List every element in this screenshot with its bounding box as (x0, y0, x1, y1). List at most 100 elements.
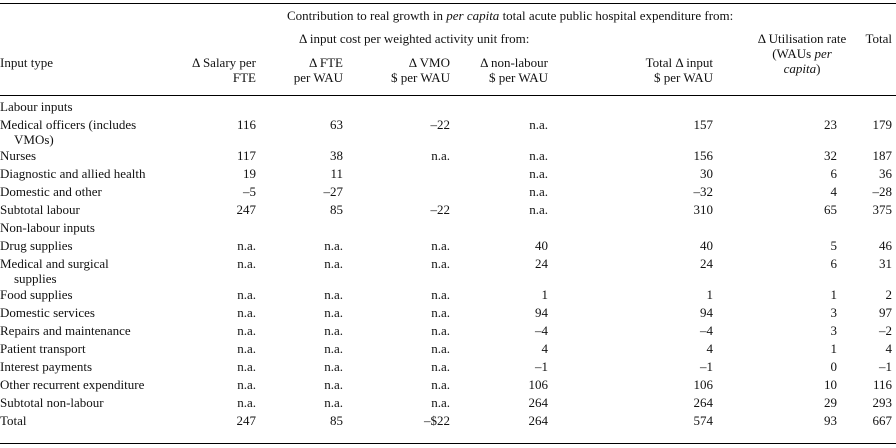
cell-salary: n.a. (237, 256, 256, 271)
sub-super-header: Δ input cost per weighted activity unit … (299, 31, 530, 46)
header-rule (0, 95, 896, 96)
super-header-prefix: Contribution to real growth in (287, 8, 447, 23)
cell-vmo: n.a. (431, 377, 450, 392)
cell-salary: n.a. (237, 377, 256, 392)
cell-utilisation: 65 (824, 202, 837, 217)
col-header-utilisation-l2-prefix: (WAUs (772, 46, 815, 61)
cell-salary: n.a. (237, 305, 256, 320)
super-header-suffix: total acute public hospital expenditure … (499, 8, 734, 23)
cell-utilisation: 6 (830, 166, 838, 181)
cell-nonlabour: n.a. (529, 117, 548, 132)
cell-vmo: n.a. (431, 287, 450, 302)
cell-nonlabour: 94 (535, 305, 548, 320)
cell-utilisation: 3 (830, 305, 838, 320)
cell-salary: n.a. (237, 359, 256, 374)
cell-total-input: 94 (700, 305, 713, 320)
cell-total: 667 (872, 413, 893, 428)
cell-vmo: –22 (430, 202, 451, 217)
cell-fte: n.a. (324, 238, 343, 253)
cell-total: 179 (872, 117, 893, 132)
cell-salary: n.a. (237, 395, 256, 410)
col-header-input-type: Input type (0, 55, 54, 70)
cell-total-input: 106 (693, 377, 714, 392)
col-header-salary-l2: FTE (232, 70, 256, 85)
cell-utilisation: 93 (824, 413, 837, 428)
cell-total: 31 (879, 256, 892, 271)
cell-salary: n.a. (237, 341, 256, 356)
row-label: Diagnostic and allied health (0, 166, 146, 181)
cell-fte: n.a. (324, 323, 343, 338)
cell-total-input: 574 (693, 413, 714, 428)
row-label: Subtotal non-labour (0, 395, 104, 410)
cell-total-input: 156 (693, 148, 714, 163)
cell-nonlabour: –1 (535, 359, 548, 374)
cell-vmo: n.a. (431, 238, 450, 253)
cell-vmo: –22 (430, 117, 451, 132)
top-rule (0, 3, 896, 4)
col-header-vmo-l1: Δ VMO (408, 55, 450, 70)
row-label-continued: VMOs) (14, 132, 54, 147)
cell-total: 293 (872, 395, 893, 410)
cell-salary: 19 (243, 166, 256, 181)
row-label: Domestic services (0, 305, 95, 320)
cell-total: –2 (879, 323, 892, 338)
cell-nonlabour: 106 (528, 377, 549, 392)
row-label-continued: supplies (14, 271, 57, 286)
col-header-total-input: Total Δ input $ per WAU (646, 55, 713, 85)
cell-fte: n.a. (324, 341, 343, 356)
col-header-utilisation-l1: Δ Utilisation rate (757, 31, 847, 46)
col-header-utilisation: Δ Utilisation rate (WAUs per capita) (740, 31, 864, 76)
col-header-utilisation-l2-italic: per (814, 46, 832, 61)
cell-vmo: n.a. (431, 395, 450, 410)
col-header-nonlabour: Δ non-labour $ per WAU (480, 55, 548, 85)
cell-fte: n.a. (324, 256, 343, 271)
col-header-total: Total (865, 31, 892, 46)
cell-salary: n.a. (237, 238, 256, 253)
cell-utilisation: 5 (830, 238, 838, 253)
cell-total-input: –32 (693, 184, 714, 199)
cell-total-input: 4 (706, 341, 714, 356)
cell-nonlabour: 264 (528, 395, 549, 410)
cell-fte: n.a. (324, 287, 343, 302)
cell-utilisation: 1 (830, 341, 838, 356)
cell-salary: 116 (236, 117, 256, 132)
cell-fte: n.a. (324, 359, 343, 374)
cell-vmo: n.a. (431, 359, 450, 374)
col-header-salary: Δ Salary per FTE (192, 55, 256, 85)
cell-total: 375 (872, 202, 893, 217)
cell-nonlabour: 1 (541, 287, 549, 302)
cell-total-input: 30 (700, 166, 713, 181)
row-label: Repairs and maintenance (0, 323, 131, 338)
row-label: Interest payments (0, 359, 93, 374)
row-label: Medical and surgical (0, 256, 109, 271)
cell-nonlabour: 264 (528, 413, 549, 428)
cell-total-input: –1 (700, 359, 713, 374)
row-label: Total (0, 413, 27, 428)
section-label: Labour inputs (0, 99, 73, 114)
cell-total-input: 1 (706, 287, 714, 302)
col-header-fte: Δ FTE per WAU (294, 55, 343, 85)
cell-total: 2 (885, 287, 893, 302)
cell-vmo: n.a. (431, 341, 450, 356)
cell-nonlabour: n.a. (529, 202, 548, 217)
cell-total-input: 310 (693, 202, 714, 217)
section-label: Non-labour inputs (0, 220, 95, 235)
cell-salary: n.a. (237, 287, 256, 302)
cell-utilisation: 32 (824, 148, 837, 163)
cell-nonlabour: n.a. (529, 148, 548, 163)
col-header-salary-l1: Δ Salary per (192, 55, 256, 70)
cell-total-input: 264 (693, 395, 714, 410)
cell-nonlabour: n.a. (529, 166, 548, 181)
cell-salary: 247 (236, 202, 257, 217)
cell-utilisation: 3 (830, 323, 838, 338)
col-header-fte-l2: per WAU (293, 70, 343, 85)
cell-nonlabour: 4 (541, 341, 549, 356)
cell-fte: 85 (330, 413, 343, 428)
cell-nonlabour: 24 (535, 256, 548, 271)
col-header-total-input-l2: $ per WAU (654, 70, 713, 85)
cell-utilisation: 4 (830, 184, 838, 199)
cell-vmo: n.a. (431, 323, 450, 338)
cell-total-input: –4 (700, 323, 713, 338)
col-header-utilisation-l2: (WAUs per (740, 46, 864, 61)
cell-utilisation: 10 (824, 377, 837, 392)
